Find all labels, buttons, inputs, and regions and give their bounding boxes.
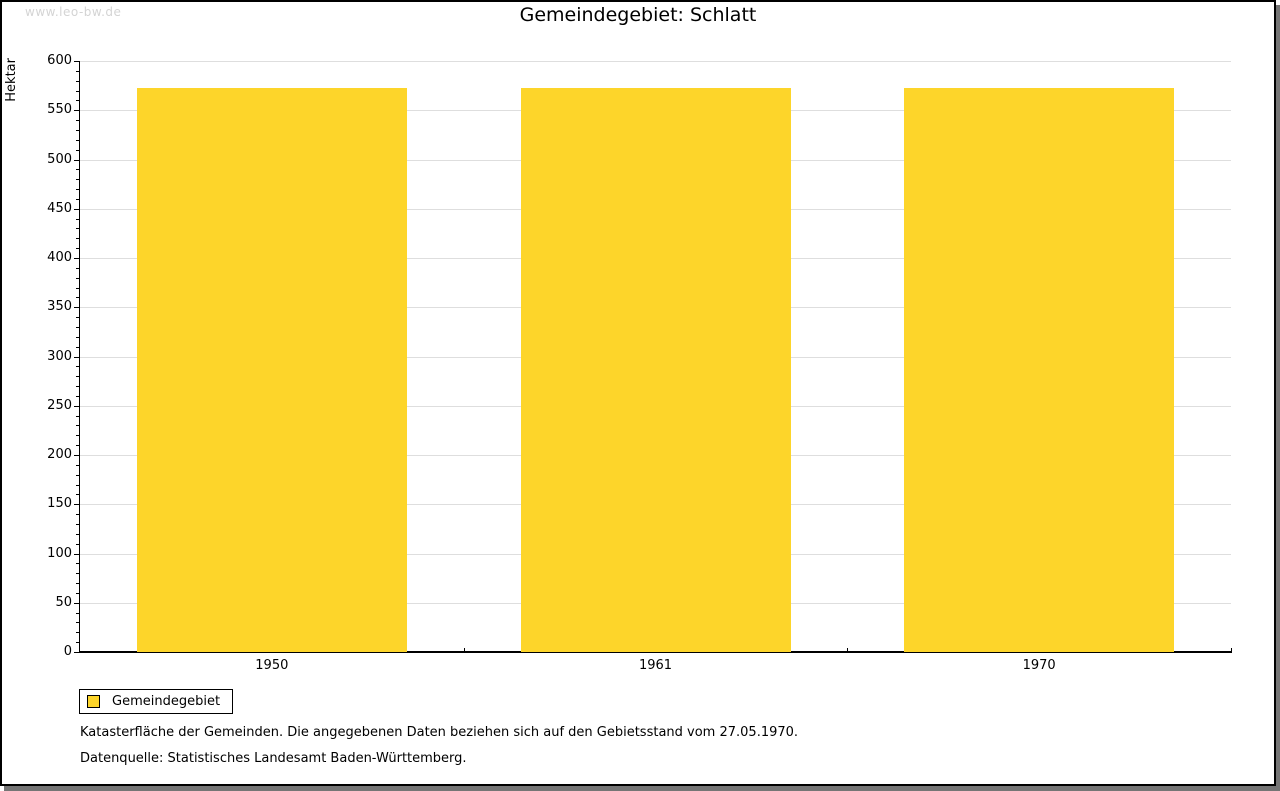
y-axis-tick [74, 652, 80, 653]
y-axis-tick-label: 450 [47, 200, 72, 216]
y-axis-tick [74, 356, 80, 358]
y-axis-tick [76, 238, 80, 240]
y-axis-tick [76, 267, 80, 269]
y-axis-tick [76, 612, 80, 614]
y-axis-tick-label: 500 [47, 151, 72, 167]
y-axis-tick [76, 474, 80, 476]
y-axis-tick [76, 395, 80, 397]
legend-swatch [87, 695, 100, 708]
y-axis-tick [76, 70, 80, 72]
x-axis-category-label: 1950 [255, 658, 289, 673]
y-axis-tick [76, 149, 80, 151]
y-axis-tick [76, 642, 80, 644]
footnote-description: Katasterfläche der Gemeinden. Die angege… [80, 725, 799, 740]
y-axis-tick [76, 326, 80, 328]
x-axis-line [79, 651, 1232, 653]
y-axis-tick [74, 258, 80, 259]
y-axis-tick-label: 400 [47, 250, 72, 265]
y-axis-tick-label: 0 [63, 644, 72, 659]
y-axis-tick [76, 523, 80, 525]
bar-1961 [520, 87, 791, 652]
y-axis-tick [76, 80, 80, 82]
y-axis-tick [76, 90, 80, 92]
y-axis-tick [76, 120, 80, 122]
footnote-source: Datenquelle: Statistisches Landesamt Bad… [80, 751, 467, 766]
y-axis-tick [76, 563, 80, 565]
y-axis-tick-label: 200 [47, 447, 72, 462]
y-axis-tick [76, 218, 80, 220]
y-axis-tick [74, 405, 80, 407]
y-axis-tick-label: 100 [47, 545, 72, 561]
legend: Gemeindegebiet [79, 689, 234, 714]
y-axis-tick [76, 592, 80, 594]
y-axis-tick [74, 208, 80, 210]
x-axis-tick [1231, 648, 1232, 652]
y-axis-tick [76, 622, 80, 624]
bar-1950 [136, 87, 407, 652]
y-axis-tick-label: 250 [47, 397, 72, 413]
y-axis-tick [76, 632, 80, 634]
y-axis-tick-label: 300 [47, 348, 72, 364]
y-axis-tick-label: 50 [55, 594, 72, 610]
y-axis-tick [74, 455, 80, 456]
y-axis-tick [76, 543, 80, 545]
y-axis-tick [76, 425, 80, 427]
y-axis-tick [76, 248, 80, 250]
y-axis-tick [76, 179, 80, 181]
y-axis-tick [76, 573, 80, 575]
y-axis-tick-label: 550 [47, 102, 72, 118]
y-axis-tick-label: 600 [47, 53, 72, 68]
chart-title: Gemeindegebiet: Schlatt [519, 4, 757, 26]
y-axis-tick [76, 435, 80, 437]
y-axis-tick [76, 484, 80, 486]
y-axis-tick [76, 346, 80, 348]
y-axis-tick [76, 169, 80, 171]
y-axis-tick [76, 376, 80, 378]
legend-item-label: Gemeindegebiet [112, 694, 221, 709]
x-axis-tick [463, 648, 465, 652]
y-axis-tick-label: 350 [47, 299, 72, 315]
y-axis-tick [76, 198, 80, 200]
y-axis-tick [74, 159, 80, 161]
x-axis-category-label: 1961 [638, 658, 673, 673]
y-axis-tick [74, 110, 80, 112]
x-axis-category-label: 1970 [1022, 658, 1056, 673]
y-axis-tick [76, 129, 80, 131]
y-axis-tick [76, 445, 80, 447]
y-axis-tick [76, 415, 80, 417]
y-axis-tick [76, 317, 80, 319]
gridline [80, 61, 1231, 62]
y-axis-label: Hektar [4, 58, 19, 102]
y-axis-tick [74, 553, 80, 555]
x-axis-tick [847, 648, 849, 652]
bar-1970 [904, 87, 1175, 652]
y-axis-tick [76, 386, 80, 388]
y-axis-tick [74, 602, 80, 604]
y-axis-tick [76, 514, 80, 516]
y-axis-tick [76, 277, 80, 279]
y-axis-tick [74, 307, 80, 309]
y-axis-tick [74, 504, 80, 506]
y-axis-tick [76, 464, 80, 466]
y-axis-tick-label: 150 [47, 496, 72, 512]
y-axis-tick [76, 366, 80, 368]
watermark: www.leo-bw.de [25, 5, 122, 19]
y-axis-tick [76, 297, 80, 299]
y-axis-tick [76, 583, 80, 585]
y-axis-tick [76, 228, 80, 230]
y-axis-tick [76, 100, 80, 102]
y-axis-tick [76, 533, 80, 535]
y-axis-tick [76, 139, 80, 141]
y-axis-tick [76, 336, 80, 338]
y-axis-tick [76, 494, 80, 496]
y-axis-tick [76, 287, 80, 289]
y-axis-tick [74, 61, 80, 62]
y-axis-tick [76, 189, 80, 191]
